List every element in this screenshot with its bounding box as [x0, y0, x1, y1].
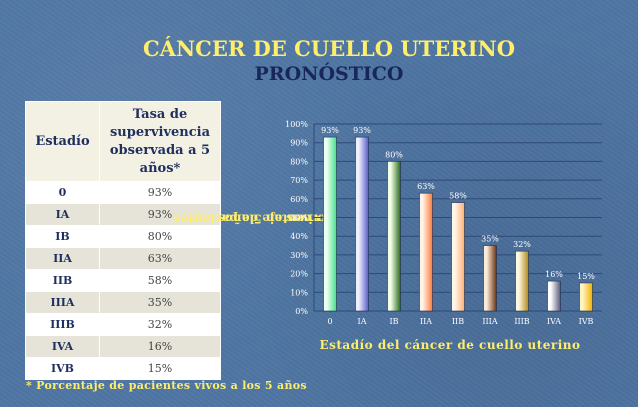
y-tick-label: 0%: [295, 307, 308, 316]
y-tick-label: 100%: [285, 120, 308, 129]
data-label: 80%: [385, 150, 403, 159]
y-tick-label: 70%: [290, 176, 308, 185]
row-stage: IIB: [25, 269, 100, 292]
y-tick-label: 50%: [290, 214, 308, 223]
y-tick-label: 90%: [290, 139, 308, 148]
table-row: IVB 15%: [25, 357, 221, 380]
x-tick-label: IA: [358, 317, 367, 326]
row-stage: IIIA: [25, 291, 100, 314]
row-stage: IIA: [25, 247, 100, 270]
y-axis-title: Porcentaje de pacientes vivos en 5 años: [173, 125, 334, 310]
x-tick-label: IIA: [420, 317, 432, 326]
y-tick-label: 80%: [290, 157, 308, 166]
x-tick-label: IVA: [547, 317, 561, 326]
table-row: IIA 63%: [25, 247, 221, 270]
row-rate: 15%: [99, 357, 221, 380]
data-label: 93%: [321, 126, 339, 135]
row-rate: 80%: [99, 225, 221, 248]
row-stage: IIIB: [25, 313, 100, 336]
row-stage: IVA: [25, 335, 100, 358]
row-stage: 0: [25, 181, 100, 204]
data-label: 32%: [513, 240, 531, 249]
table-row: 0 93%: [25, 181, 221, 204]
row-rate: 93%: [99, 203, 221, 226]
row-rate: 32%: [99, 313, 221, 336]
bar-ia: [355, 136, 369, 312]
data-label: 35%: [481, 235, 499, 244]
table-row: IIIA 35%: [25, 291, 221, 314]
row-stage: IVB: [25, 357, 100, 380]
page-title: CÁNCER DE CUELLO UTERINO: [142, 36, 516, 61]
x-tick-label: IVB: [579, 317, 594, 326]
bar-iia: [419, 192, 433, 312]
bar-0: [323, 136, 337, 312]
y-tick-label: 20%: [290, 270, 308, 279]
y-tick-label: 30%: [290, 251, 308, 260]
bar-iib: [451, 202, 465, 312]
table-row: IVA 16%: [25, 335, 221, 358]
data-label: 16%: [545, 270, 563, 279]
x-tick-label: IIB: [452, 317, 464, 326]
row-rate: 35%: [99, 291, 221, 314]
header-stage: Estadío: [25, 101, 100, 182]
table-header-row: Estadío Tasa de supervivencia observada …: [25, 101, 221, 182]
bar-ivb: [579, 282, 593, 312]
row-stage: IA: [25, 203, 100, 226]
bar-iiib: [515, 250, 529, 312]
table-row: IIIB 32%: [25, 313, 221, 336]
data-label: 93%: [353, 126, 371, 135]
footnote: * Porcentaje de pacientes vivos a los 5 …: [26, 379, 307, 392]
x-tick-label: IIIB: [514, 317, 529, 326]
row-stage: IB: [25, 225, 100, 248]
row-rate: 58%: [99, 269, 221, 292]
x-axis-title: Estadío del cáncer de cuello uterino: [319, 338, 581, 352]
y-tick-label: 60%: [290, 195, 308, 204]
x-tick-label: 0: [327, 317, 332, 326]
data-label: 15%: [577, 272, 595, 281]
bar-chart: 0% 10% 20% 30% 40% 50% 60% 70% 80% 90% 100% 93% 0 93%…: [285, 120, 602, 326]
y-tick-label: 10%: [290, 288, 308, 297]
row-rate: 63%: [99, 247, 221, 270]
y-tick-label: 40%: [290, 232, 308, 241]
page-subtitle: PRONÓSTICO: [254, 63, 404, 85]
table-row: IA 93%: [25, 203, 221, 226]
data-label: 58%: [449, 192, 467, 201]
header-rate: Tasa de supervivencia observada a 5 años…: [99, 101, 221, 182]
data-label: 63%: [417, 182, 435, 191]
table-row: IB 80%: [25, 225, 221, 248]
x-tick-label: IB: [389, 317, 398, 326]
bar-iva: [547, 280, 561, 312]
row-rate: 16%: [99, 335, 221, 358]
bar-ib: [387, 161, 401, 312]
table-row: IIB 58%: [25, 269, 221, 292]
survival-table: Estadío Tasa de supervivencia observada …: [25, 101, 221, 380]
x-tick-label: IIIA: [482, 317, 497, 326]
bar-iiia: [483, 245, 497, 312]
row-rate: 93%: [99, 181, 221, 204]
